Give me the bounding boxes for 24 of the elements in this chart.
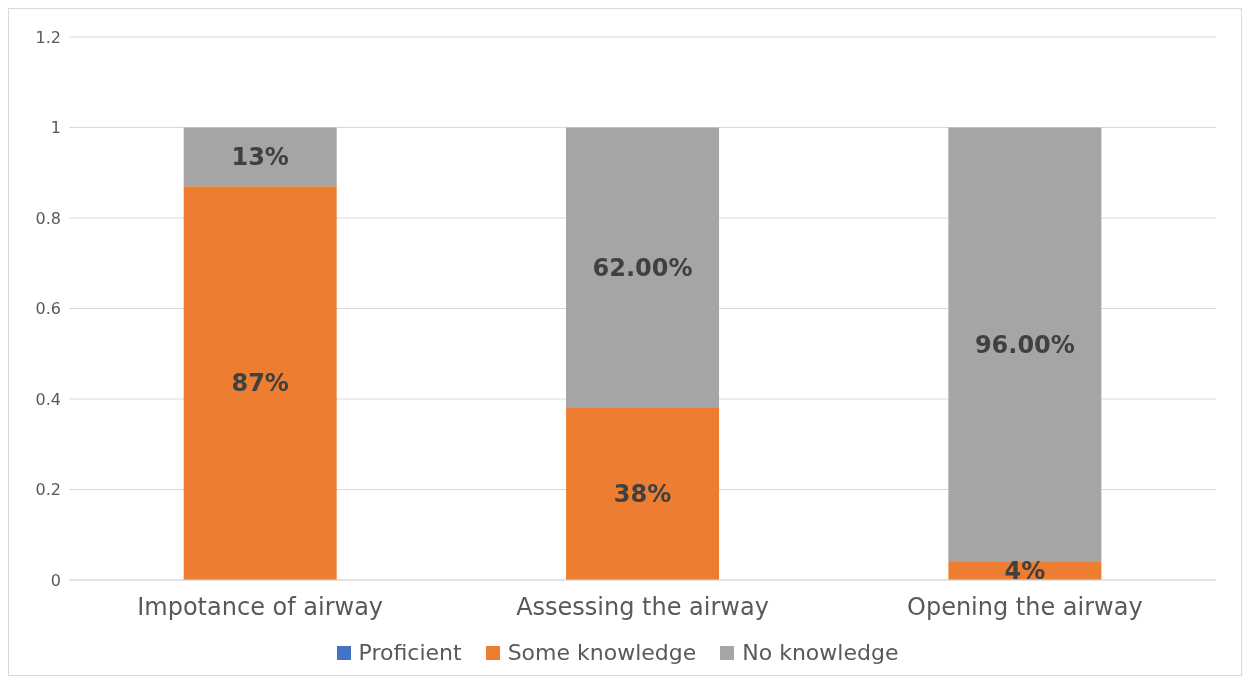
bar bbox=[948, 127, 1102, 562]
data-label: 87% bbox=[231, 369, 289, 398]
y-tick-label: 0 bbox=[50, 570, 61, 590]
y-tick-label: 0.8 bbox=[35, 208, 61, 228]
legend-label: No knowledge bbox=[741, 640, 899, 665]
y-tick-label: 0.4 bbox=[35, 389, 61, 409]
x-tick-label: Impotance of airway bbox=[137, 593, 384, 622]
bar bbox=[566, 127, 720, 409]
legend-label: Proficient bbox=[357, 640, 462, 665]
y-tick-label: 0.2 bbox=[35, 480, 61, 500]
bar bbox=[183, 127, 337, 187]
x-tick-label: Assessing the airway bbox=[516, 593, 769, 622]
data-label: 4% bbox=[1004, 556, 1046, 585]
y-tick-label: 1 bbox=[50, 118, 61, 138]
x-tick-label: Opening the airway bbox=[907, 593, 1143, 622]
y-tick-label: 1.2 bbox=[35, 27, 61, 47]
data-label: 13% bbox=[231, 142, 289, 171]
data-label: 96.00% bbox=[974, 330, 1075, 359]
data-label: 62.00% bbox=[592, 253, 693, 282]
legend-label: Some knowledge bbox=[506, 640, 697, 665]
bar bbox=[566, 408, 720, 580]
y-tick-label: 0.6 bbox=[35, 299, 61, 319]
bar bbox=[183, 186, 337, 580]
data-label: 38% bbox=[613, 480, 672, 509]
